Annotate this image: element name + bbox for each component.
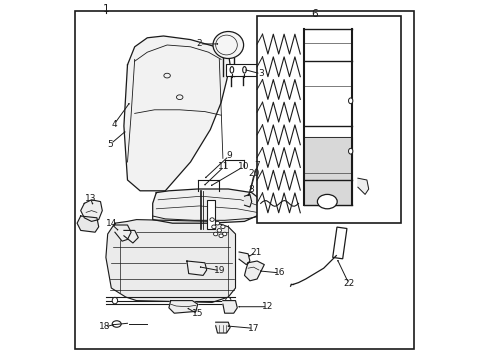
Polygon shape	[303, 137, 352, 205]
Ellipse shape	[217, 229, 221, 232]
Text: 21: 21	[250, 248, 261, 257]
Text: 6: 6	[311, 9, 317, 19]
Text: 12: 12	[261, 302, 273, 311]
Text: 19: 19	[214, 266, 225, 275]
Polygon shape	[357, 178, 368, 194]
Text: 5: 5	[107, 140, 113, 149]
Text: 8: 8	[247, 185, 253, 194]
Text: 4: 4	[111, 120, 117, 129]
Polygon shape	[81, 200, 102, 221]
Ellipse shape	[230, 67, 233, 73]
Text: 18: 18	[99, 323, 110, 331]
Text: 13: 13	[84, 194, 96, 203]
Polygon shape	[186, 261, 206, 275]
Ellipse shape	[225, 297, 230, 304]
Polygon shape	[244, 261, 264, 281]
Text: 20: 20	[248, 169, 260, 178]
Text: 22: 22	[343, 279, 354, 288]
Bar	[226, 64, 257, 76]
Polygon shape	[115, 225, 131, 241]
Bar	[257, 16, 400, 223]
Ellipse shape	[220, 225, 224, 229]
Text: 7: 7	[254, 161, 260, 170]
Ellipse shape	[213, 232, 218, 236]
Ellipse shape	[213, 32, 243, 59]
Polygon shape	[168, 301, 197, 313]
Bar	[206, 200, 214, 229]
Text: 14: 14	[105, 220, 117, 229]
Text: 9: 9	[225, 152, 231, 161]
Ellipse shape	[219, 234, 223, 238]
Ellipse shape	[222, 232, 226, 236]
Text: 10: 10	[237, 162, 249, 171]
Polygon shape	[152, 189, 260, 223]
Ellipse shape	[112, 321, 121, 327]
Text: 16: 16	[273, 269, 285, 277]
Polygon shape	[244, 194, 251, 207]
Ellipse shape	[348, 148, 352, 154]
Text: 11: 11	[218, 162, 229, 171]
Text: 15: 15	[192, 310, 203, 319]
Ellipse shape	[211, 225, 216, 229]
Polygon shape	[77, 216, 99, 232]
Polygon shape	[239, 252, 249, 265]
Text: 1: 1	[102, 4, 109, 14]
Polygon shape	[123, 230, 138, 243]
Ellipse shape	[112, 297, 117, 304]
Polygon shape	[106, 220, 235, 302]
Polygon shape	[123, 36, 230, 191]
Polygon shape	[215, 322, 230, 333]
Text: 3: 3	[257, 69, 263, 78]
Ellipse shape	[209, 218, 214, 221]
Ellipse shape	[215, 221, 219, 225]
Bar	[332, 227, 346, 259]
Text: 2: 2	[196, 40, 202, 49]
Text: 17: 17	[247, 324, 259, 333]
Ellipse shape	[348, 98, 352, 104]
Ellipse shape	[242, 67, 246, 73]
Polygon shape	[223, 301, 237, 313]
Ellipse shape	[317, 194, 337, 209]
